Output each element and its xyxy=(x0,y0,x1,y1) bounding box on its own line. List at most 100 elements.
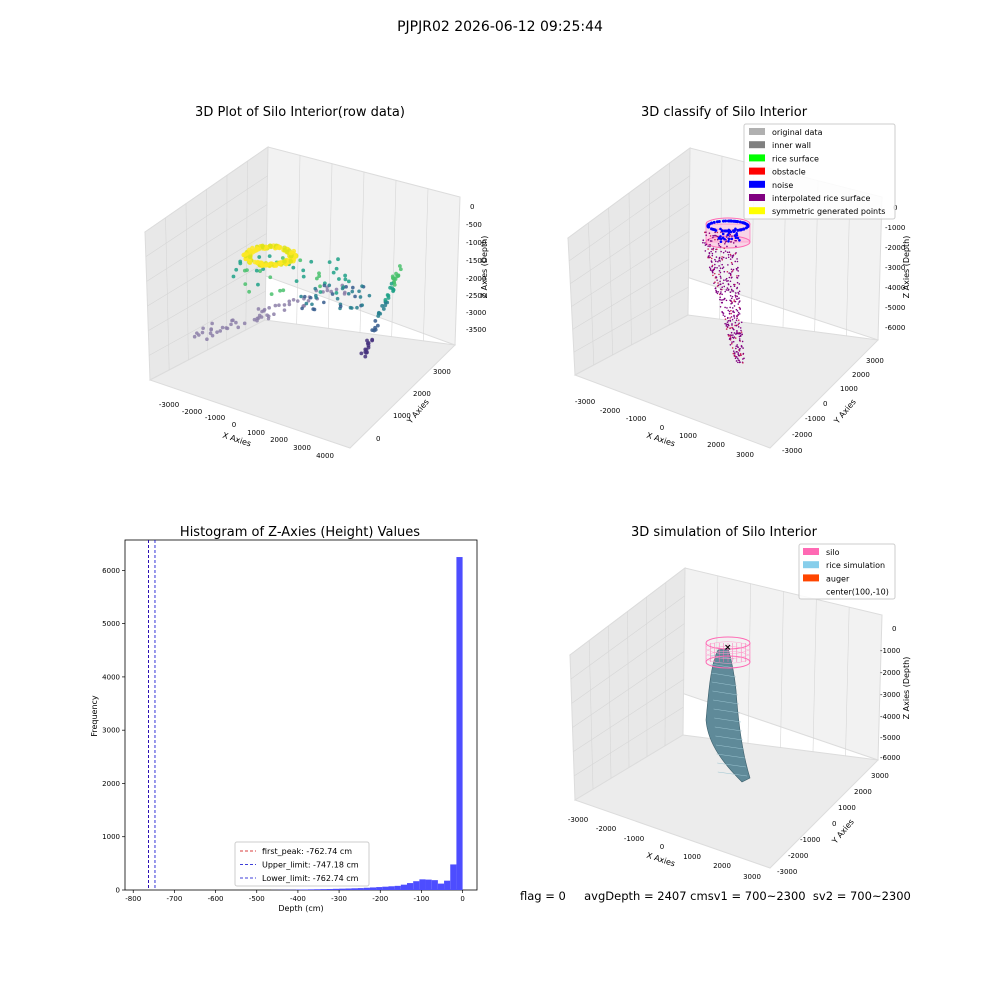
rice-surface-point xyxy=(716,231,719,234)
rice-surface-point xyxy=(737,293,740,295)
rice-surface-point xyxy=(727,253,730,256)
data-point xyxy=(234,267,239,272)
data-point xyxy=(252,248,258,253)
rice-surface-point xyxy=(736,275,738,277)
data-point xyxy=(282,308,287,312)
p1-xtick: -3000 xyxy=(159,401,179,409)
data-point xyxy=(367,293,372,298)
rice-surface-point xyxy=(718,244,721,247)
rice-surface-point xyxy=(736,260,739,263)
grid-line xyxy=(571,623,685,704)
data-point xyxy=(394,271,398,276)
rice-surface-point xyxy=(739,354,742,356)
data-point xyxy=(334,291,339,295)
rice-surface-point xyxy=(722,282,724,285)
p4-xtick: -3000 xyxy=(568,816,588,824)
rice-surface-point xyxy=(730,288,733,291)
grid-line xyxy=(780,591,784,748)
rice-surface-point xyxy=(714,231,716,234)
rice-surface-point xyxy=(729,285,732,288)
rice-surface-point xyxy=(730,331,733,334)
rice-surface-point xyxy=(741,333,743,336)
grid-line xyxy=(568,175,690,262)
data-point xyxy=(360,284,364,288)
data-point xyxy=(349,306,354,310)
rice-surface-point xyxy=(736,281,739,284)
rice-surface-point xyxy=(731,326,733,329)
p4-ytick: -3000 xyxy=(777,868,797,876)
hist-bar xyxy=(382,886,389,890)
rice-surface-point xyxy=(727,319,730,322)
data-point xyxy=(225,326,230,331)
data-point xyxy=(322,283,327,288)
p2-ztick: -6000 xyxy=(885,324,905,332)
data-point xyxy=(398,267,403,272)
rice-surface-point xyxy=(738,339,741,342)
rice-surface-point xyxy=(737,353,740,356)
hist-bar xyxy=(444,880,451,890)
legend-swatch xyxy=(749,207,765,215)
rice-surface-point xyxy=(718,270,721,272)
rice-surface-point xyxy=(736,269,738,271)
rice-surface-point xyxy=(739,307,741,310)
rice-surface-point xyxy=(726,251,729,254)
rice-surface-point xyxy=(724,241,727,243)
rice-surface-point xyxy=(724,242,726,245)
rice-surface-point xyxy=(713,235,715,237)
hist-bar xyxy=(456,557,463,890)
grid-line xyxy=(572,651,685,728)
data-point xyxy=(330,292,335,296)
panel2-legend-box xyxy=(743,123,896,220)
grid-line xyxy=(147,233,267,307)
p1-ytick: 2000 xyxy=(413,390,431,398)
p1-xtick: 0 xyxy=(232,421,236,429)
rice-surface-point xyxy=(723,247,726,250)
rice-surface-point xyxy=(729,299,731,302)
rice-surface-point xyxy=(738,301,740,303)
rice-surface-point xyxy=(735,345,737,348)
rice-surface-point xyxy=(734,337,737,339)
data-point xyxy=(391,288,396,292)
p4-xtick: 1000 xyxy=(683,853,701,861)
p2-xtick: 1000 xyxy=(679,432,697,440)
rice-surface-point xyxy=(724,318,727,320)
rice-surface-point xyxy=(721,263,723,266)
rice-surface-point xyxy=(730,268,733,271)
p2-xtick: -3000 xyxy=(575,398,595,406)
data-point xyxy=(247,289,252,294)
rice-surface-point xyxy=(719,283,722,286)
rice-surface-point xyxy=(725,325,728,327)
rice-surface-point xyxy=(734,300,737,303)
center-marker-icon: × xyxy=(724,643,732,653)
x-tick-label: -500 xyxy=(249,895,265,903)
data-point xyxy=(282,303,287,307)
p2-ytick: -2000 xyxy=(792,431,812,439)
rice-surface-point xyxy=(738,335,741,338)
rice-surface-point xyxy=(729,253,732,256)
data-point xyxy=(282,259,287,264)
rice-surface-point xyxy=(718,265,720,267)
rice-surface-point xyxy=(725,257,728,259)
rice-surface-point xyxy=(731,263,734,265)
y-tick-label: 0 xyxy=(116,887,120,895)
data-point xyxy=(383,298,388,302)
data-point xyxy=(254,260,260,266)
noise-point xyxy=(738,239,741,242)
rice-surface-point xyxy=(721,286,723,289)
p2-ztick: -3000 xyxy=(885,264,905,272)
panel-histogram: Histogram of Z-Axies (Height) Values -80… xyxy=(90,525,478,913)
data-point xyxy=(304,301,309,306)
rice-surface-point xyxy=(734,296,737,298)
rice-surface-point xyxy=(733,283,735,286)
legend-label: rice simulation xyxy=(826,561,885,570)
noise-point xyxy=(730,237,734,241)
rice-surface-point xyxy=(719,275,722,278)
p1-ztick: 0 xyxy=(470,203,474,211)
rice-surface-point xyxy=(724,322,726,325)
rice-surface-point xyxy=(738,338,741,340)
grid-line xyxy=(573,286,689,353)
rice-surface-point xyxy=(734,260,737,263)
rice-surface-point xyxy=(704,250,707,252)
rice-surface-point xyxy=(714,238,716,241)
data-point xyxy=(377,310,381,315)
